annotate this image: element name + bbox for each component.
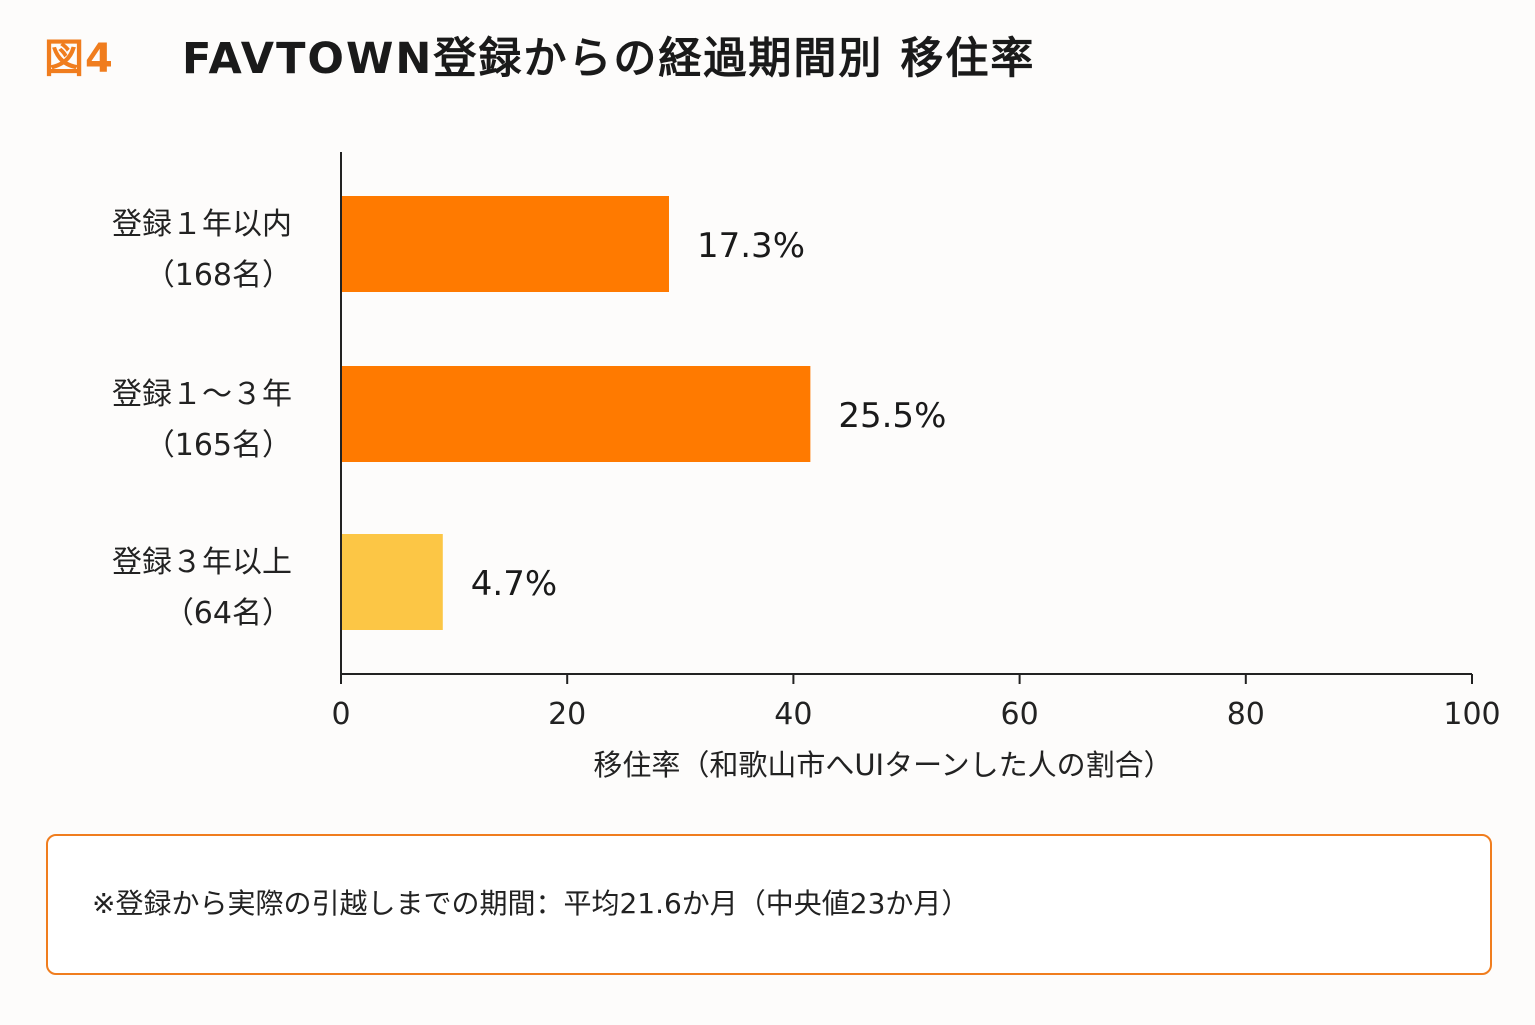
category-sublabel: （165名）: [145, 428, 292, 463]
bar: [341, 366, 811, 462]
bar: [341, 534, 443, 630]
x-axis-title: 移住率（和歌山市へUIターンした人の割合）: [593, 748, 1172, 782]
note-text: ※登録から実際の引越しまでの期間：平均21.6か月（中央値23か月）: [92, 887, 970, 920]
figure-number: 図4: [44, 36, 114, 82]
category-labels-group: 登録１年以内 （168名） 登録１～３年 （165名） 登録３年以上 （64名）: [112, 207, 292, 631]
value-labels-group: 17.3% 25.5% 4.7%: [471, 226, 947, 604]
category-sublabel: （64名）: [164, 596, 292, 631]
value-label: 25.5%: [838, 396, 946, 436]
x-ticks-group: 0 20 40 60 80 100: [331, 674, 1501, 732]
category-label: 登録３年以上: [112, 545, 292, 580]
x-tick-label: 20: [548, 697, 586, 732]
category-label: 登録１～３年: [112, 377, 292, 412]
x-tick-label: 100: [1443, 697, 1500, 732]
category-sublabel: （168名）: [145, 258, 292, 293]
bars-group: [341, 196, 811, 630]
x-tick-label: 60: [1001, 697, 1039, 732]
x-tick-label: 0: [331, 697, 350, 732]
figure-title: FAVTOWN登録からの経過期間別 移住率: [182, 34, 1036, 84]
category-label: 登録１年以内: [112, 207, 292, 242]
value-label: 17.3%: [697, 226, 805, 266]
x-tick-label: 40: [774, 697, 812, 732]
value-label: 4.7%: [471, 564, 557, 604]
bar-chart: 17.3%25.5%4.7% 登録１年以内（168名）登録１～３年（165名）登…: [112, 152, 1501, 782]
bar: [341, 196, 669, 292]
note-box: ※登録から実際の引越しまでの期間：平均21.6か月（中央値23か月）: [46, 834, 1492, 975]
x-tick-label: 80: [1227, 697, 1265, 732]
